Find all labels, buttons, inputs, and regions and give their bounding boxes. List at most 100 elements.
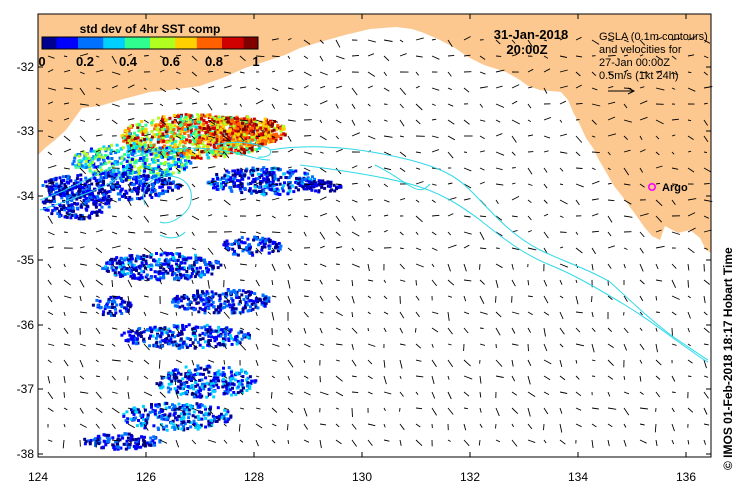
sst-pixel [181,424,185,428]
velocity-arrow [367,71,376,77]
velocity-arrow [79,215,89,218]
velocity-arrow [287,279,291,289]
velocity-arrow [111,103,120,107]
sst-pixel [233,150,237,154]
sst-pixel [255,250,259,254]
velocity-arrow [703,102,708,105]
sst-pixel [147,137,151,141]
sst-pixel [234,293,238,297]
sst-pixel [267,121,270,125]
sst-pixel [143,144,147,148]
velocity-arrow [591,180,600,185]
sst-pixel [198,120,201,124]
sst-pixel [139,335,143,338]
sst-pixel [178,386,182,390]
velocity-arrow [687,87,696,92]
sst-pixel [137,129,141,133]
velocity-arrow [415,279,417,286]
velocity-arrow [191,327,195,335]
sst-pixel [221,330,225,334]
velocity-arrow [703,182,710,185]
sst-pixel [58,214,62,218]
sst-pixel [127,128,131,132]
sst-pixel [166,157,170,161]
sst-pixel [109,295,113,299]
sst-pixel [241,289,245,293]
sst-pixel [105,191,109,195]
sst-pixel [88,169,92,173]
sst-pixel [209,379,213,383]
sst-pixel [249,129,253,132]
velocity-arrow [671,343,677,346]
sst-pixel [144,419,148,423]
velocity-arrow [319,245,325,249]
sst-pixel [249,143,253,147]
sst-pixel [231,138,235,142]
sst-pixel [152,169,155,173]
sst-pixel [126,272,130,276]
velocity-arrow [383,39,393,42]
sst-pixel [207,116,211,119]
sst-pixel [143,435,146,439]
sst-pixel [161,117,164,121]
velocity-arrow [415,231,419,235]
sst-pixel [187,412,191,416]
sst-pixel [182,149,186,152]
sst-pixel [192,410,196,414]
sst-pixel [233,181,236,185]
velocity-arrow [687,54,695,57]
sst-pixel [147,265,150,269]
sst-pixel [297,188,300,192]
velocity-arrow [463,279,472,282]
sst-pixel [226,246,230,250]
sst-pixel [156,138,160,142]
sst-pixel [216,261,220,265]
sst-pixel [58,184,62,188]
sst-pixel [217,118,221,122]
velocity-arrow [95,167,101,174]
sst-pixel [47,186,51,190]
sst-pixel [199,256,203,260]
velocity-arrow [591,119,597,125]
sst-pixel [164,189,168,193]
velocity-arrow [271,119,279,123]
velocity-arrow [527,39,533,48]
sst-pixel [204,407,207,411]
sst-pixel [232,391,236,394]
velocity-arrow [271,103,275,109]
sst-pixel [189,373,193,377]
sst-pixel [233,119,237,122]
sst-pixel [220,143,224,147]
velocity-arrow [239,119,249,122]
velocity-arrow [527,183,533,186]
velocity-arrow [447,119,455,125]
sst-pixel [216,372,220,376]
velocity-arrow [527,134,534,137]
sst-pixel [207,419,211,423]
sst-pixel [196,155,199,159]
sst-pixel [120,268,124,272]
sst-pixel [146,413,150,417]
sst-pixel [114,311,118,315]
sst-pixel [158,278,162,282]
sst-pixel [107,297,111,301]
velocity-arrow [175,231,179,237]
sst-pixel [226,120,230,124]
sst-pixel [203,135,207,139]
sst-pixel [195,402,199,406]
velocity-arrow [463,327,469,334]
sst-pixel [241,307,245,311]
sst-pixel [151,119,155,123]
sst-pixel [89,161,93,165]
velocity-arrow [319,212,327,217]
sst-pixel [97,184,101,188]
sst-pixel [206,132,210,135]
sst-pixel [176,185,180,189]
sst-pixel [110,162,114,166]
velocity-arrow [367,214,372,217]
velocity-arrow [671,151,675,155]
sst-pixel [199,156,203,160]
sst-pixel [124,447,128,451]
velocity-arrow [303,167,311,172]
velocity-arrow [623,263,626,269]
